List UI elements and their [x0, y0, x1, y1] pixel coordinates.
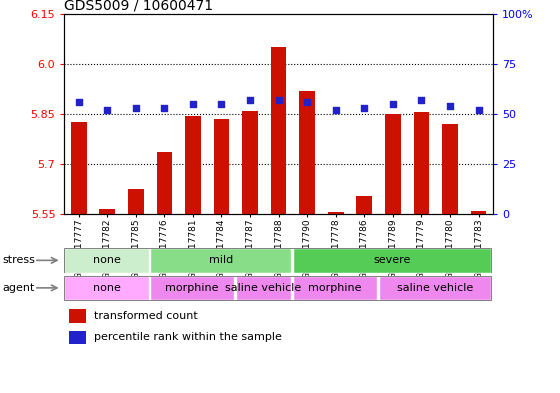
Bar: [99, 209, 115, 214]
Text: GDS5009 / 10600471: GDS5009 / 10600471: [64, 0, 213, 13]
Bar: [185, 116, 201, 214]
Bar: [64, 275, 148, 300]
Point: [446, 103, 455, 109]
Text: none: none: [92, 255, 120, 265]
Point: [360, 105, 368, 111]
Bar: [150, 275, 234, 300]
Point: [245, 97, 254, 103]
Point: [188, 101, 198, 107]
Point: [417, 97, 426, 103]
Bar: [69, 331, 86, 344]
Bar: [150, 248, 291, 273]
Text: saline vehicle: saline vehicle: [397, 283, 473, 293]
Bar: [293, 275, 377, 300]
Point: [217, 101, 226, 107]
Bar: [299, 90, 315, 214]
Bar: [128, 189, 144, 214]
Text: transformed count: transformed count: [95, 311, 198, 321]
Text: morphine: morphine: [165, 283, 219, 293]
Bar: [442, 124, 458, 214]
Point: [331, 107, 340, 113]
Point: [131, 105, 140, 111]
Bar: [293, 248, 491, 273]
Text: agent: agent: [3, 283, 35, 293]
Text: mild: mild: [209, 255, 233, 265]
Point: [103, 107, 112, 113]
Bar: [236, 275, 291, 300]
Text: saline vehicle: saline vehicle: [226, 283, 302, 293]
Text: morphine: morphine: [308, 283, 362, 293]
Point: [302, 99, 311, 105]
Text: none: none: [92, 283, 120, 293]
Point: [388, 101, 397, 107]
Bar: [328, 211, 344, 214]
Bar: [385, 114, 401, 214]
Text: stress: stress: [3, 255, 36, 265]
Bar: [379, 275, 491, 300]
Bar: [356, 196, 372, 214]
Point: [160, 105, 169, 111]
Bar: [156, 152, 172, 214]
Bar: [69, 309, 86, 323]
Bar: [413, 112, 430, 214]
Text: severe: severe: [374, 255, 411, 265]
Bar: [470, 211, 487, 214]
Point: [474, 107, 483, 113]
Bar: [64, 248, 148, 273]
Point: [274, 97, 283, 103]
Bar: [270, 47, 287, 214]
Bar: [242, 110, 258, 214]
Text: percentile rank within the sample: percentile rank within the sample: [95, 332, 282, 342]
Bar: [213, 119, 230, 214]
Point: [74, 99, 83, 105]
Bar: [71, 122, 87, 214]
